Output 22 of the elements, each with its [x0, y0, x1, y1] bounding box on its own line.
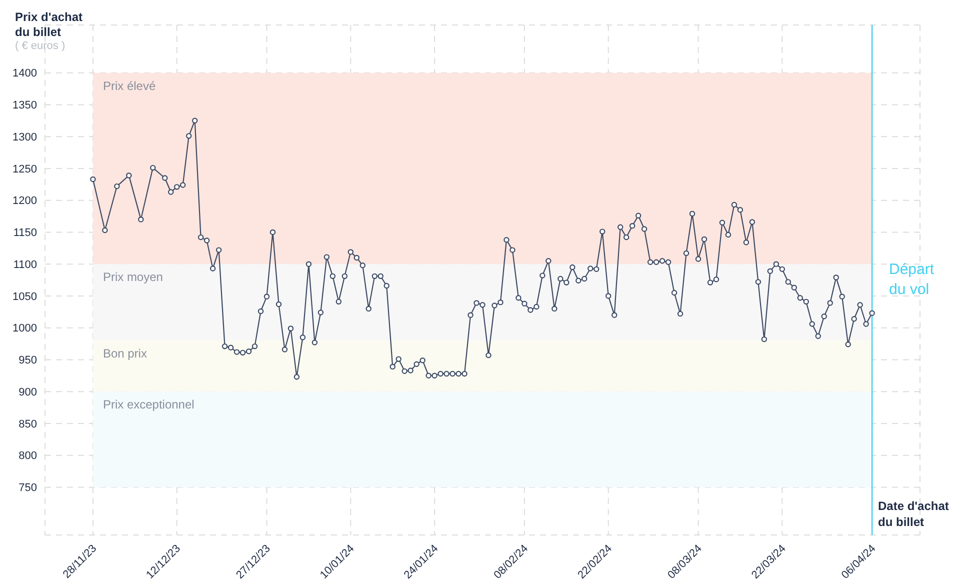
y-tick-label: 1350 — [12, 100, 37, 112]
y-tick-label: 1000 — [12, 322, 37, 335]
y-tick-label: 1100 — [13, 258, 37, 271]
y-tick-label: 1200 — [12, 195, 37, 208]
y-tick-label: 1050 — [12, 290, 37, 303]
y-tick-label: 1150 — [13, 227, 37, 240]
band-label: Prix exceptionnel — [102, 398, 194, 412]
band-label: Prix élevé — [102, 78, 156, 93]
ref-line-label: Départ du vol — [889, 260, 936, 300]
band-label: Prix moyen — [102, 270, 163, 284]
y-tick-label: 950 — [18, 354, 37, 367]
y-tick-label: 850 — [18, 418, 37, 430]
annotation: ( € euros ) — [15, 40, 66, 52]
band-label: Bon prix — [102, 346, 147, 361]
y-tick-label: 1400 — [12, 68, 37, 80]
y-tick-label: 800 — [18, 450, 37, 462]
y-tick-label: 1250 — [12, 163, 37, 176]
y-tick-label: 750 — [18, 482, 37, 494]
y-tick-label: 900 — [18, 386, 37, 398]
x-axis-title: Date d'achat du billet — [878, 498, 950, 530]
y-tick-label: 1300 — [12, 131, 37, 144]
y-axis-title: Prix d'achat du billet — [15, 10, 84, 40]
